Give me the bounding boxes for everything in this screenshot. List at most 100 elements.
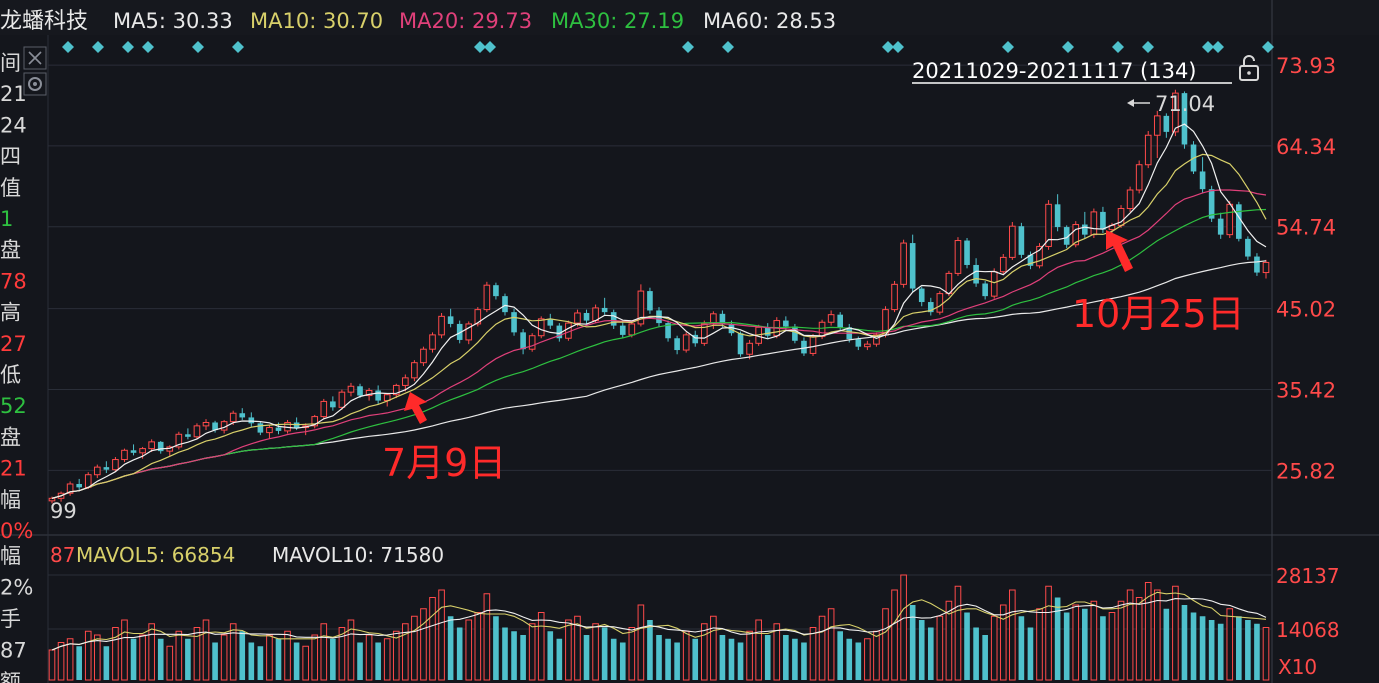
candle [1009,222,1016,260]
volume-bar [411,615,418,681]
volume-bar [166,645,174,681]
range-label[interactable]: 20211029-20211117 (134) [912,59,1197,83]
candle [465,321,473,345]
volume-bar [347,619,355,681]
candle [528,333,536,352]
candle [429,332,436,353]
candle [1135,160,1143,194]
event-marker-icon[interactable] [892,41,904,53]
volume-bar [148,623,155,681]
event-marker-icon[interactable] [1112,41,1124,53]
event-marker-icon[interactable] [62,41,74,53]
candle [737,331,744,357]
volume-bar [1117,600,1125,681]
event-marker-icon[interactable] [1002,41,1014,53]
event-marker-icon[interactable] [192,41,204,53]
candle [746,339,753,360]
volume-ma-lines [51,591,1267,651]
event-marker-icon[interactable] [1212,41,1224,53]
event-marker-icon[interactable] [484,41,496,53]
ma30-line [51,208,1267,499]
candle [320,398,328,420]
volume-bar [1172,585,1179,681]
left-panel-item: 高 [0,301,21,325]
left-panel-item: 24 [0,113,27,137]
volume-bar [293,642,300,680]
candle [76,478,82,490]
candle [185,428,191,440]
event-marker-icon[interactable] [682,41,694,53]
volume-bar [574,615,581,681]
event-marker-icon[interactable] [882,41,894,53]
event-markers[interactable] [62,41,1274,53]
candle [347,382,355,397]
event-marker-icon[interactable] [722,41,734,53]
event-marker-icon[interactable] [92,41,104,53]
volume-bar [474,612,482,681]
event-marker-icon[interactable] [1142,41,1154,53]
candle [1208,185,1215,223]
candle [909,234,916,292]
candle [392,383,400,399]
left-panel-item: 27 [0,332,27,356]
mavol10-label: MAVOL10: 71580 [272,543,444,567]
left-panel-item: 52 [0,394,27,418]
volume-bar [792,638,798,680]
event-marker-icon[interactable] [1262,41,1274,53]
candle [193,423,201,440]
arrow1-label: 7月9日 [382,441,506,485]
volume-bar [628,627,636,681]
volume-bar [84,630,92,681]
candle [1181,91,1188,149]
volume-bar [973,627,979,680]
candle [1236,201,1242,242]
candle [674,335,680,355]
volume-bar [547,631,554,680]
candle [248,412,255,427]
candle [1027,251,1034,270]
event-marker-icon[interactable] [1202,41,1214,53]
candle [1081,211,1088,239]
volume-bar [837,631,844,680]
volume-bar [1190,612,1197,680]
arrow-oct25 [1106,230,1133,272]
candle [1126,186,1134,212]
volume-bar [936,615,944,681]
volume-bar [982,635,988,680]
volume-bar [818,615,826,681]
volume-bar [1236,616,1242,680]
event-marker-icon[interactable] [1062,41,1074,53]
event-marker-icon[interactable] [122,41,134,53]
volume-bar [57,642,65,681]
gear-icon[interactable] [23,72,47,96]
candle [1036,243,1043,269]
ma-legend: MA5: 30.33 MA10: 30.70 MA20: 29.73 MA30: 27… [113,9,836,33]
close-icon[interactable] [23,46,47,70]
volume-bar [1208,620,1215,680]
volume-bar [438,589,445,681]
candle [999,254,1007,276]
volume-bar [520,635,526,680]
left-panel-item: 间 [0,51,21,75]
price-tick-label: 25.82 [1276,459,1336,483]
candle [1245,236,1251,260]
ma20-line [51,189,1267,499]
candle [900,239,907,288]
left-panel-item: 21 [0,82,27,106]
volume-bar [537,612,545,681]
event-marker-icon[interactable] [142,41,154,53]
volume-bar [185,638,191,680]
volume-bar [338,627,346,681]
vol-scale: X10 [1278,655,1317,679]
event-marker-icon[interactable] [474,41,486,53]
candle [130,444,137,456]
candle [447,308,454,328]
lock-icon[interactable] [1239,55,1259,81]
volume-bar [682,630,690,681]
volume-bar [157,638,164,680]
volume-bar [964,612,970,680]
event-marker-icon[interactable] [232,41,244,53]
volume-bar [130,638,137,680]
volume-bar [728,638,735,680]
volume-bar [330,638,336,680]
